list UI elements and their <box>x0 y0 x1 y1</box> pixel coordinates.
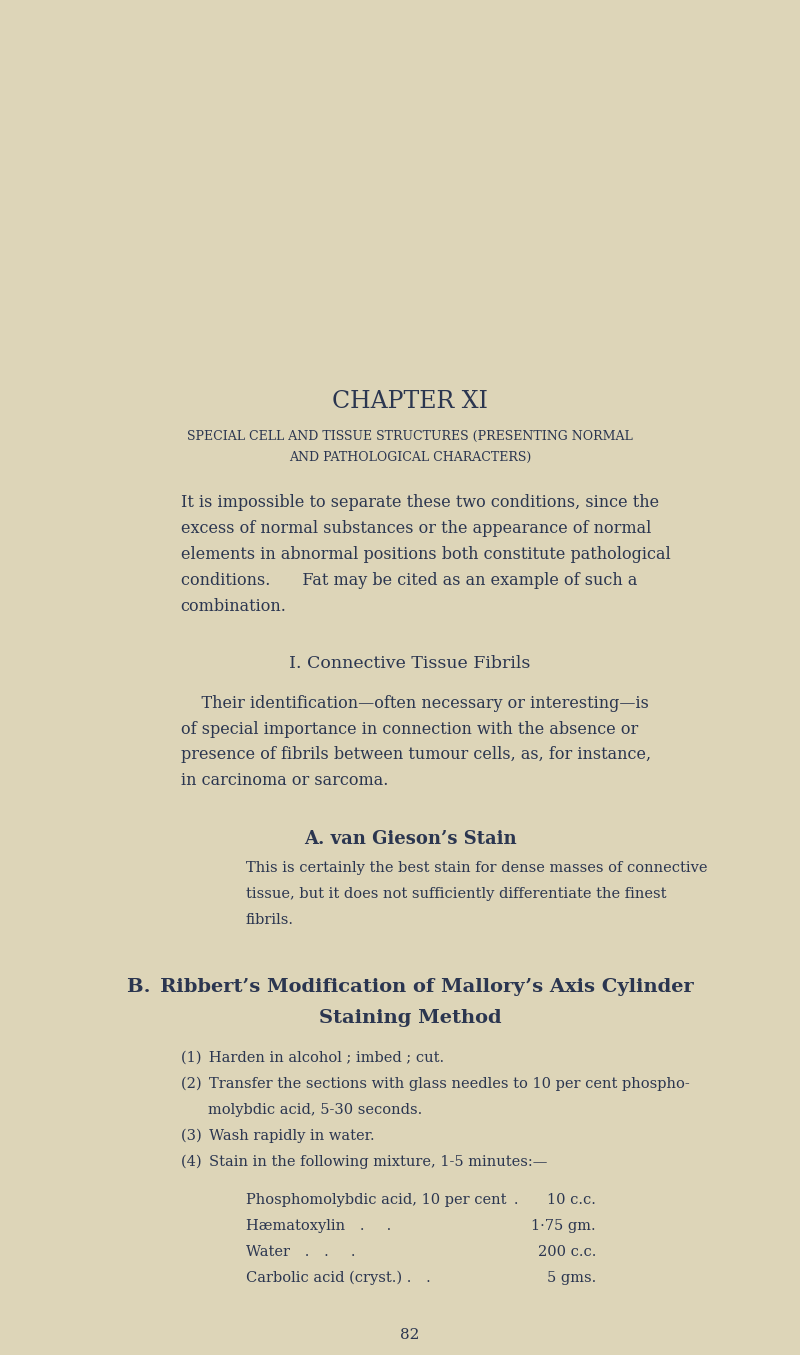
Text: 1·75 gm.: 1·75 gm. <box>531 1220 596 1233</box>
Text: 5 gms.: 5 gms. <box>546 1271 596 1285</box>
Text: tissue, but it does not sufficiently differentiate the finest: tissue, but it does not sufficiently dif… <box>246 886 666 901</box>
Text: fibrils.: fibrils. <box>246 912 294 927</box>
Text: I. Connective Tissue Fibrils: I. Connective Tissue Fibrils <box>290 654 530 672</box>
Text: This is certainly the best stain for dense masses of connective: This is certainly the best stain for den… <box>246 860 707 875</box>
Text: Staining Method: Staining Method <box>318 1009 502 1027</box>
Text: B. Ribbert’s Modification of Mallory’s Axis Cylinder: B. Ribbert’s Modification of Mallory’s A… <box>126 978 694 996</box>
Text: Water  .  .   .: Water . . . <box>246 1245 355 1259</box>
Text: combination.: combination. <box>181 598 286 615</box>
Text: Hæmatoxylin  .   .: Hæmatoxylin . . <box>246 1220 391 1233</box>
Text: (1) Harden in alcohol ; imbed ; cut.: (1) Harden in alcohol ; imbed ; cut. <box>181 1051 444 1065</box>
Text: molybdic acid, 5-30 seconds.: molybdic acid, 5-30 seconds. <box>209 1103 422 1117</box>
Text: A. van Gieson’s Stain: A. van Gieson’s Stain <box>304 829 516 847</box>
Text: CHAPTER XI: CHAPTER XI <box>332 390 488 413</box>
Text: SPECIAL CELL AND TISSUE STRUCTURES (PRESENTING NORMAL: SPECIAL CELL AND TISSUE STRUCTURES (PRES… <box>187 430 633 443</box>
Text: conditions.  Fat may be cited as an example of such a: conditions. Fat may be cited as an examp… <box>181 572 637 589</box>
Text: of special importance in connection with the absence or: of special importance in connection with… <box>181 721 638 737</box>
Text: 82: 82 <box>400 1328 420 1341</box>
Text: (2) Transfer the sections with glass needles to 10 per cent phospho-: (2) Transfer the sections with glass nee… <box>181 1077 690 1091</box>
Text: (3) Wash rapidly in water.: (3) Wash rapidly in water. <box>181 1129 374 1144</box>
Text: in carcinoma or sarcoma.: in carcinoma or sarcoma. <box>181 772 388 790</box>
Text: Carbolic acid (cryst.) .  .: Carbolic acid (cryst.) . . <box>246 1271 430 1285</box>
Text: It is impossible to separate these two conditions, since the: It is impossible to separate these two c… <box>181 495 658 511</box>
Text: AND PATHOLOGICAL CHARACTERS): AND PATHOLOGICAL CHARACTERS) <box>289 451 531 463</box>
Text: 200 c.c.: 200 c.c. <box>538 1245 596 1259</box>
Text: Phosphomolybdic acid, 10 per cent .: Phosphomolybdic acid, 10 per cent . <box>246 1192 518 1207</box>
Text: 10 c.c.: 10 c.c. <box>547 1192 596 1207</box>
Text: Their identification—often necessary or interesting—is: Their identification—often necessary or … <box>181 695 649 711</box>
Text: elements in abnormal positions both constitute pathological: elements in abnormal positions both cons… <box>181 546 670 564</box>
Text: excess of normal substances or the appearance of normal: excess of normal substances or the appea… <box>181 520 651 538</box>
Text: presence of fibrils between tumour cells, as, for instance,: presence of fibrils between tumour cells… <box>181 747 650 763</box>
Text: (4) Stain in the following mixture, 1-5 minutes:—: (4) Stain in the following mixture, 1-5 … <box>181 1154 547 1169</box>
